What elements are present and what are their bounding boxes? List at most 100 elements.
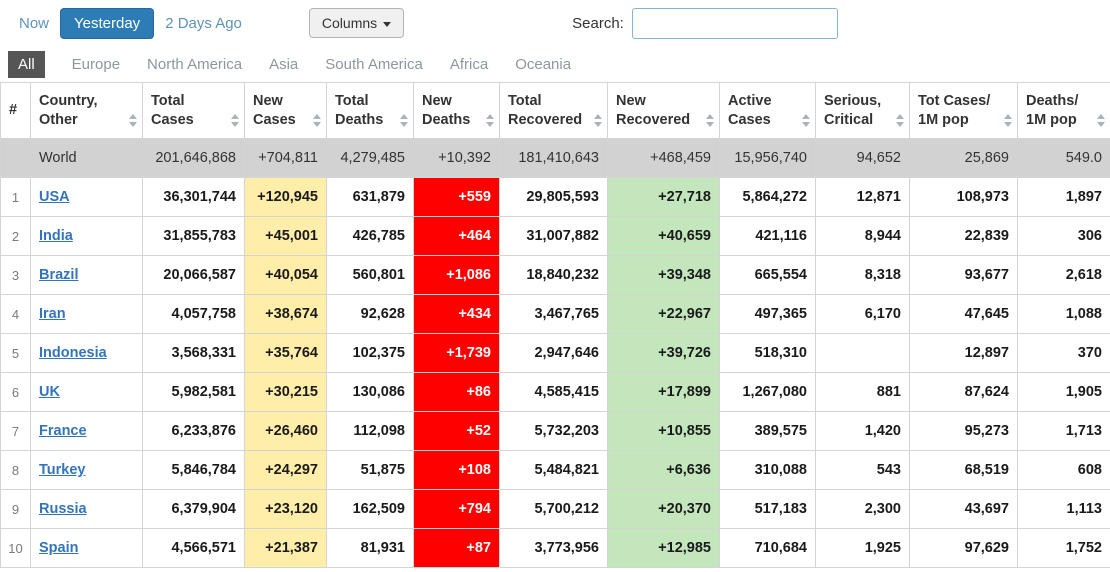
column-header: # [0, 82, 31, 139]
value-cell: 370 [1017, 333, 1110, 373]
value-cell: 665,554 [719, 255, 816, 295]
country-link[interactable]: Indonesia [39, 345, 107, 361]
column-header-label: # [9, 102, 18, 119]
value-cell: 95,273 [909, 411, 1018, 451]
value-cell: 68,519 [909, 450, 1018, 490]
value-cell: +21,387 [244, 528, 327, 568]
value-cell: 102,375 [326, 333, 414, 373]
value-cell: +45,001 [244, 216, 327, 256]
country-link[interactable]: France [39, 423, 87, 439]
value-cell: 518,310 [719, 333, 816, 373]
value-cell: 87,624 [909, 372, 1018, 412]
table-row: 8 Turkey 5,846,784 +24,297 51,875 +108 5,484,8… [0, 450, 1110, 490]
column-header[interactable]: Country, Other [30, 82, 143, 139]
value-cell: 710,684 [719, 528, 816, 568]
value-cell: 517,183 [719, 489, 816, 529]
table-row: 5 Indonesia 3,568,331 +35,764 102,375 +1,739 2… [0, 333, 1110, 373]
value-cell: 3,773,956 [499, 528, 608, 568]
value-cell [815, 333, 910, 373]
two-days-ago-button[interactable]: 2 Days Ago [165, 14, 242, 32]
country-cell: France [30, 411, 143, 451]
value-cell: 43,697 [909, 489, 1018, 529]
country-link[interactable]: USA [39, 189, 70, 205]
value-cell: 4,585,415 [499, 372, 608, 412]
country-link[interactable]: Iran [39, 306, 66, 322]
value-cell: 12,871 [815, 177, 910, 217]
value-cell: 81,931 [326, 528, 414, 568]
country-link[interactable]: UK [39, 384, 60, 400]
column-header-label: New Recovered [616, 93, 691, 128]
column-header[interactable]: Active Cases [719, 82, 816, 139]
value-cell: 94,652 [815, 138, 910, 178]
country-link[interactable]: Spain [39, 540, 79, 556]
column-header[interactable]: New Deaths [413, 82, 500, 139]
country-link[interactable]: Russia [39, 501, 87, 517]
value-cell: 97,629 [909, 528, 1018, 568]
sort-icon [594, 114, 602, 127]
value-cell: 18,840,232 [499, 255, 608, 295]
column-header[interactable]: New Recovered [607, 82, 720, 139]
search-group: Search: [572, 7, 838, 39]
tab-asia[interactable]: Asia [269, 55, 299, 73]
country-cell: Iran [30, 294, 143, 334]
column-header-label: Total Cases [151, 93, 194, 128]
table-row: World 201,646,868 +704,811 4,279,485 +10,392… [0, 138, 1110, 178]
value-cell: 31,855,783 [142, 216, 245, 256]
value-cell: 549.0 [1017, 138, 1110, 178]
search-input[interactable] [631, 7, 838, 39]
sort-icon [129, 114, 137, 127]
value-cell: 1,113 [1017, 489, 1110, 529]
country-link[interactable]: Turkey [39, 462, 86, 478]
value-cell: +17,899 [607, 372, 720, 412]
tab-north-america[interactable]: North America [147, 55, 243, 73]
value-cell: +12,985 [607, 528, 720, 568]
column-header[interactable]: Deaths/1M pop [1017, 82, 1110, 139]
tab-africa[interactable]: Africa [449, 55, 489, 73]
value-cell: 881 [815, 372, 910, 412]
column-header[interactable]: Total Deaths [326, 82, 414, 139]
value-cell: +23,120 [244, 489, 327, 529]
value-cell: 8,944 [815, 216, 910, 256]
tab-south-america[interactable]: South America [325, 55, 423, 73]
columns-dropdown-label: Columns [321, 15, 378, 31]
value-cell: 93,677 [909, 255, 1018, 295]
rank-cell: 9 [0, 489, 31, 529]
sort-icon [1004, 114, 1012, 127]
value-cell: 5,700,212 [499, 489, 608, 529]
value-cell: 389,575 [719, 411, 816, 451]
value-cell: 108,973 [909, 177, 1018, 217]
value-cell: 497,365 [719, 294, 816, 334]
value-cell: +6,636 [607, 450, 720, 490]
country-link[interactable]: Brazil [39, 267, 79, 283]
column-header[interactable]: New Cases [244, 82, 327, 139]
value-cell: 631,879 [326, 177, 414, 217]
rank-cell: 5 [0, 333, 31, 373]
columns-dropdown-button[interactable]: Columns [308, 8, 405, 38]
tab-europe[interactable]: Europe [71, 55, 121, 73]
tab-oceania[interactable]: Oceania [515, 55, 572, 73]
tab-all[interactable]: All [8, 50, 45, 78]
value-cell: +39,348 [607, 255, 720, 295]
yesterday-button[interactable]: Yesterday [60, 7, 155, 39]
value-cell: 3,568,331 [142, 333, 245, 373]
value-cell: 181,410,643 [499, 138, 608, 178]
column-header[interactable]: Total Cases [142, 82, 245, 139]
column-header[interactable]: Serious, Critical [815, 82, 910, 139]
value-cell: 5,846,784 [142, 450, 245, 490]
rank-cell: 7 [0, 411, 31, 451]
sort-icon [802, 114, 810, 127]
column-header[interactable]: Total Recovered [499, 82, 608, 139]
value-cell: +22,967 [607, 294, 720, 334]
table-row: 10 Spain 4,566,571 +21,387 81,931 +87 3,773,95… [0, 528, 1110, 568]
country-cell: USA [30, 177, 143, 217]
search-label: Search: [572, 14, 624, 32]
column-header[interactable]: Tot Cases/1M pop [909, 82, 1018, 139]
value-cell: +24,297 [244, 450, 327, 490]
value-cell: 31,007,882 [499, 216, 608, 256]
value-cell: +27,718 [607, 177, 720, 217]
now-button[interactable]: Now [19, 14, 50, 32]
value-cell: 92,628 [326, 294, 414, 334]
country-link[interactable]: India [39, 228, 73, 244]
sort-icon [896, 114, 904, 127]
value-cell: 1,713 [1017, 411, 1110, 451]
